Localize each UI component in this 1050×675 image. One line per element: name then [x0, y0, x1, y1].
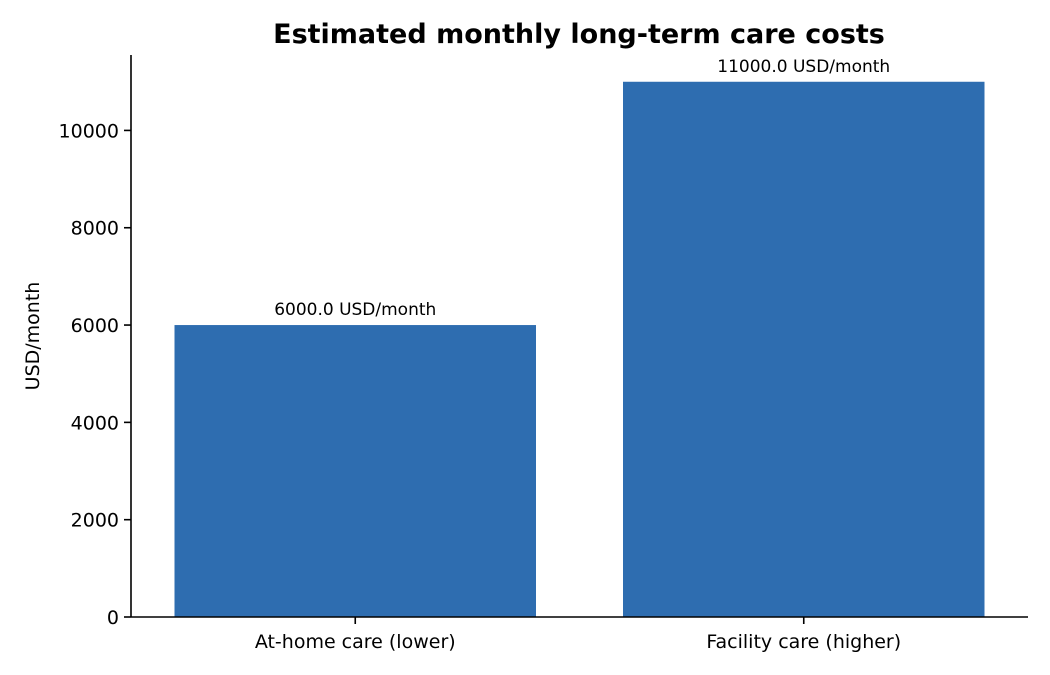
x-tick-label-1: At-home care (lower): [255, 631, 456, 653]
y-tick-label-0: 0: [107, 607, 119, 629]
y-tick-label-4000: 4000: [71, 412, 119, 434]
data-label-2: 11000.0 USD/month: [717, 57, 890, 77]
bar-1: [174, 325, 536, 617]
bar-2: [623, 81, 985, 617]
y-tick-label-2000: 2000: [71, 510, 119, 532]
y-axis-label: USD/month: [22, 282, 44, 391]
bars-layer: [174, 81, 985, 617]
y-tick-label-8000: 8000: [71, 218, 119, 240]
x-tick-label-2: Facility care (higher): [706, 631, 901, 653]
y-tick-label-10000: 10000: [59, 120, 119, 142]
y-tick-label-6000: 6000: [71, 315, 119, 337]
y-ticks-layer: 0 2000 4000 6000 8000 10000: [59, 120, 131, 629]
chart-title: Estimated monthly long-term care costs: [273, 19, 885, 50]
x-ticks-layer: At-home care (lower) Facility care (highe…: [255, 617, 901, 653]
data-labels-layer: 6000.0 USD/month 11000.0 USD/month: [274, 57, 890, 320]
data-label-1: 6000.0 USD/month: [274, 300, 436, 320]
